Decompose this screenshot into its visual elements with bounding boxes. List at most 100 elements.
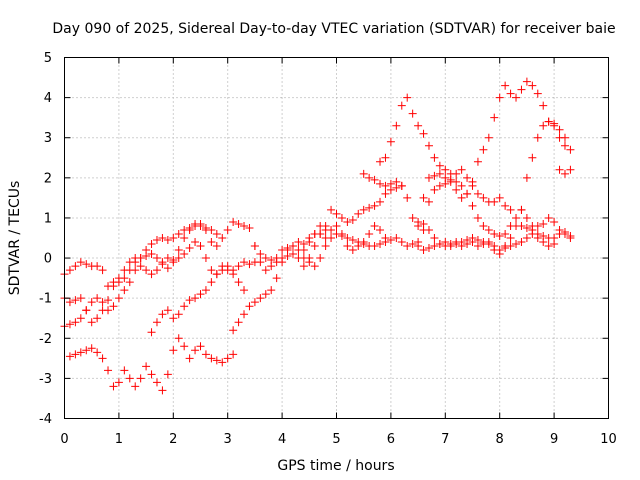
data-point — [185, 296, 194, 305]
data-point — [327, 205, 336, 214]
data-point — [555, 125, 564, 134]
data-point — [446, 169, 455, 178]
data-point — [158, 260, 167, 269]
data-point — [403, 193, 412, 202]
x-tick-label: 4 — [278, 432, 286, 447]
data-point — [294, 254, 303, 263]
data-point — [490, 113, 499, 122]
data-point — [163, 254, 172, 263]
data-point — [65, 352, 74, 361]
data-point — [463, 173, 472, 182]
data-point — [539, 121, 548, 130]
data-point — [512, 221, 521, 230]
data-point — [365, 173, 374, 182]
x-tick-label: 9 — [550, 432, 558, 447]
data-point — [452, 185, 461, 194]
data-point — [201, 350, 210, 359]
data-point — [359, 205, 368, 214]
data-point — [566, 145, 575, 154]
data-point — [104, 366, 113, 375]
data-point — [93, 348, 102, 357]
data-point — [457, 193, 466, 202]
y-tick-label: 4 — [44, 91, 52, 106]
data-point — [229, 326, 238, 335]
data-point — [272, 274, 281, 283]
data-point — [560, 169, 569, 178]
data-point — [240, 221, 249, 230]
data-point — [169, 258, 178, 267]
data-point — [321, 221, 330, 230]
data-point — [522, 213, 531, 222]
x-tick-label: 5 — [332, 432, 340, 447]
data-point — [397, 101, 406, 110]
data-point — [174, 334, 183, 343]
data-point — [506, 242, 515, 251]
data-point — [305, 254, 314, 263]
data-point — [430, 242, 439, 251]
data-point — [419, 193, 428, 202]
data-point — [87, 298, 96, 307]
data-point — [142, 252, 151, 261]
x-tick-label: 8 — [496, 432, 504, 447]
data-point — [365, 229, 374, 238]
data-point — [191, 294, 200, 303]
data-point — [348, 236, 357, 245]
data-point — [240, 286, 249, 295]
data-point — [528, 221, 537, 230]
data-point — [147, 328, 156, 337]
data-point — [218, 266, 227, 275]
data-point — [376, 179, 385, 188]
data-point — [544, 213, 553, 222]
data-point — [212, 229, 221, 238]
data-point — [109, 382, 118, 391]
data-point — [495, 193, 504, 202]
data-point — [71, 262, 80, 271]
data-point — [386, 179, 395, 188]
data-point — [223, 225, 232, 234]
data-point — [414, 242, 423, 251]
data-point — [234, 278, 243, 287]
data-point — [93, 314, 102, 323]
data-point — [240, 258, 249, 267]
data-point — [522, 234, 531, 242]
data-point — [560, 141, 569, 150]
data-point — [212, 242, 221, 251]
data-point — [267, 256, 276, 265]
data-point — [332, 221, 341, 230]
data-point — [392, 121, 401, 130]
data-point — [152, 378, 161, 387]
data-point — [250, 298, 259, 307]
data-point — [495, 93, 504, 102]
data-point — [76, 348, 85, 357]
y-tick-label: 1 — [44, 211, 52, 226]
data-point — [212, 356, 221, 365]
data-point — [152, 236, 161, 245]
data-point — [65, 320, 74, 329]
data-point — [207, 278, 216, 287]
data-point — [180, 342, 189, 351]
data-point — [87, 318, 96, 327]
data-point — [403, 93, 412, 102]
data-point — [180, 225, 189, 234]
data-point — [234, 318, 243, 327]
data-point — [93, 262, 102, 271]
data-point — [479, 145, 488, 154]
data-point — [191, 238, 200, 247]
data-point — [250, 242, 259, 251]
data-point — [539, 219, 548, 228]
data-point — [522, 77, 531, 86]
data-point — [544, 117, 553, 126]
data-point — [321, 242, 330, 251]
data-point — [256, 258, 265, 267]
data-point — [457, 181, 466, 190]
data-point — [435, 240, 444, 249]
data-point — [98, 266, 107, 275]
data-point — [98, 354, 107, 363]
data-point — [196, 342, 205, 351]
data-point — [229, 266, 238, 275]
data-point — [201, 225, 210, 234]
y-tick-label: -3 — [39, 372, 52, 387]
data-point — [463, 189, 472, 198]
data-point — [163, 370, 172, 379]
